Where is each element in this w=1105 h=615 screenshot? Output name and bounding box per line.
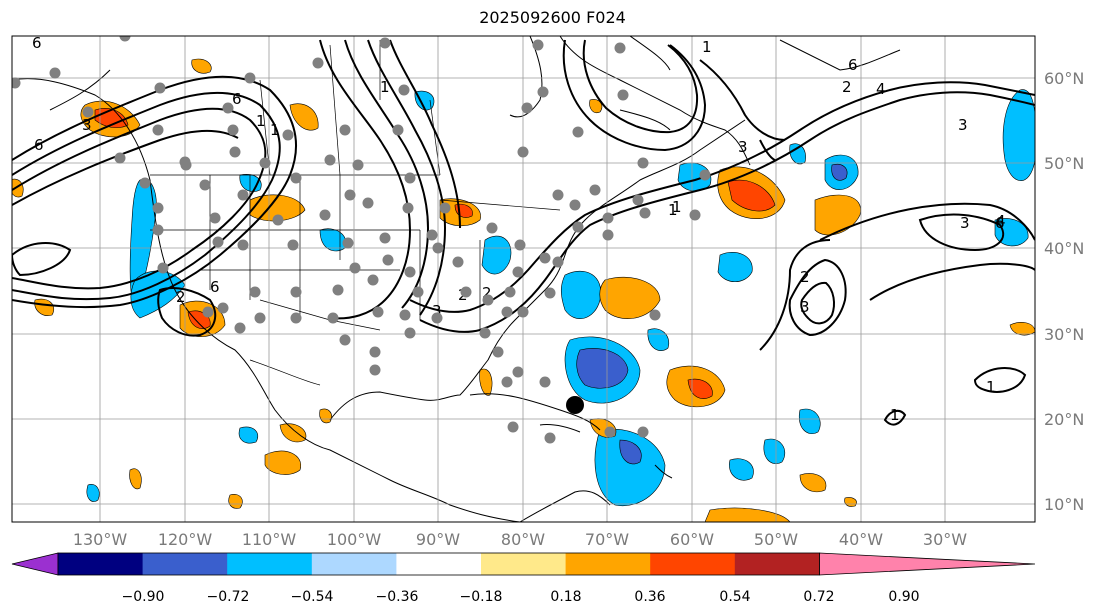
contour-label: 1 — [256, 112, 266, 130]
contour-label: 6 — [210, 278, 220, 296]
colorbar-tick-label: 0.36 — [634, 589, 665, 605]
contour-label: 1 — [270, 121, 280, 139]
colorbar-tick-label: 0.54 — [719, 589, 750, 605]
contour-label: 1 — [668, 201, 678, 219]
lon-label: 70°W — [585, 530, 629, 549]
lon-label: 50°W — [754, 530, 798, 549]
lat-label: 40°N — [1044, 239, 1084, 258]
contours — [12, 39, 1035, 426]
storm-center-marker — [566, 396, 584, 414]
contour-label: 3 — [800, 298, 810, 316]
lon-label: 30°W — [923, 530, 967, 549]
contour-label: 2 — [176, 288, 186, 306]
colorbar-extend-max — [819, 552, 1036, 576]
longitude-labels: 130°W 120°W 110°W 100°W 90°W 80°W 70°W 6… — [73, 530, 967, 549]
map-title: 2025092600 F024 — [479, 8, 626, 27]
contour-label-group: 6 6 6 1 1 2 6 1 1 6 2 3 4 3 3 6 4 2 3 2 … — [32, 34, 1006, 424]
colorbar-segment — [565, 553, 651, 575]
contour-label: 1 — [890, 406, 900, 424]
colorbar-tick-label: −0.54 — [291, 589, 334, 605]
contour-label: 6 — [995, 214, 1005, 232]
lat-label: 30°N — [1044, 325, 1084, 344]
contour-label: 2 — [482, 284, 492, 302]
lon-label: 40°W — [839, 530, 883, 549]
colorbar-segment — [734, 553, 820, 575]
colorbar-tick-label: 0.90 — [888, 589, 919, 605]
contour-label: 3 — [432, 302, 442, 320]
colorbar-tick-label: −0.72 — [207, 589, 250, 605]
lat-label: 50°N — [1044, 154, 1084, 173]
lon-label: 80°W — [501, 530, 545, 549]
contour-label: 1 — [380, 78, 390, 96]
contour-label: 3 — [82, 116, 92, 134]
station-markers — [12, 36, 711, 444]
contour-label: 3 — [738, 138, 748, 156]
colorbar-border — [57, 552, 820, 576]
contour-label: 4 — [876, 80, 886, 98]
lon-label: 120°W — [158, 530, 213, 549]
colorbar-segment — [481, 553, 567, 575]
contour-label: 6 — [848, 56, 858, 74]
colorbar-tick-label: −0.36 — [376, 589, 419, 605]
colorbar-tick-label: −0.18 — [460, 589, 503, 605]
lat-label: 60°N — [1044, 69, 1084, 88]
lon-label: 130°W — [73, 530, 128, 549]
colorbar-segment — [650, 553, 736, 575]
colorbar-segment — [58, 553, 144, 575]
latitude-labels: 60°N 50°N 40°N 30°N 20°N 10°N — [1044, 69, 1084, 514]
contour-label: 1 — [986, 378, 996, 396]
map-area: 6 6 6 1 1 2 6 1 1 6 2 3 4 3 3 6 4 2 3 2 … — [12, 34, 1035, 522]
contour-label: 3 — [960, 214, 970, 232]
contour-label: 1 — [702, 38, 712, 56]
anomaly-shading — [12, 58, 1035, 522]
colorbar-tick-label: −0.90 — [122, 589, 165, 605]
colorbar — [11, 552, 1036, 576]
colorbar-tick-label: 0.18 — [550, 589, 581, 605]
colorbar-ticks: −0.90 −0.72 −0.54 −0.36 −0.18 0.18 0.36 … — [122, 589, 920, 605]
colorbar-segment — [227, 553, 313, 575]
contour-label: 6 — [232, 90, 242, 108]
lon-label: 100°W — [327, 530, 382, 549]
contour-label: 6 — [32, 34, 42, 52]
contour-label: 4 — [996, 212, 1006, 230]
colorbar-tick-label: 0.72 — [803, 589, 834, 605]
lon-label: 60°W — [670, 530, 714, 549]
contour-label: 6 — [34, 136, 44, 154]
contour-label: 3 — [958, 116, 968, 134]
colorbar-segment — [311, 553, 397, 575]
lon-label: 90°W — [416, 530, 460, 549]
colorbar-segment — [396, 553, 482, 575]
map-frame — [11, 35, 1036, 523]
contour-label: 1 — [672, 198, 682, 216]
colorbar-extend-min — [11, 552, 59, 576]
lat-label: 20°N — [1044, 410, 1084, 429]
lat-label: 10°N — [1044, 495, 1084, 514]
lon-label: 110°W — [242, 530, 297, 549]
contour-label: 2 — [800, 268, 810, 286]
colorbar-segment — [142, 553, 228, 575]
contour-label: 2 — [842, 78, 852, 96]
